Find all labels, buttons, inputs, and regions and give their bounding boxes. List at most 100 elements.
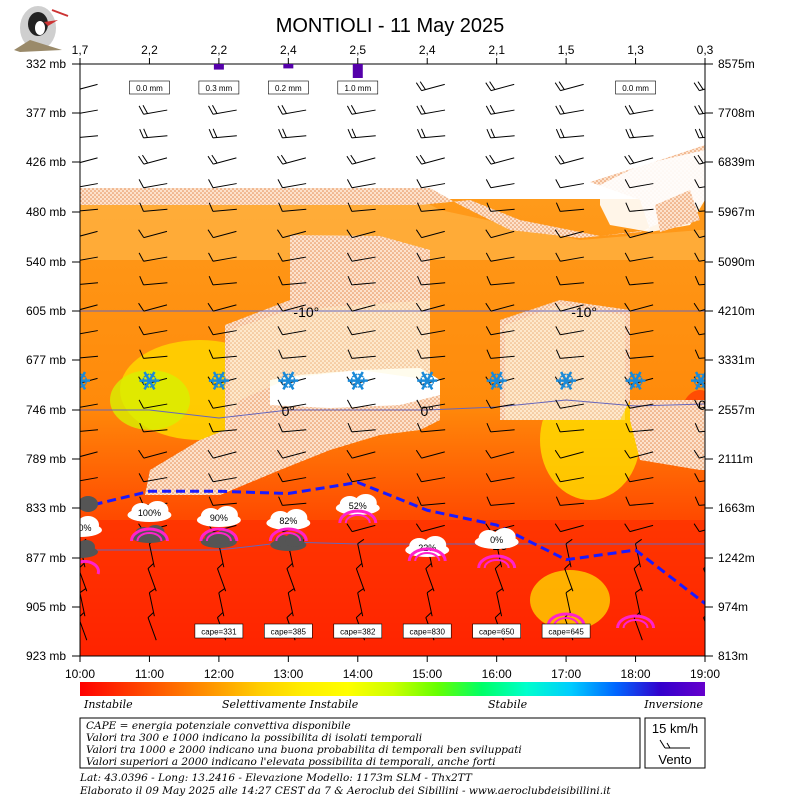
- wind-barb: [208, 422, 237, 433]
- wind-barb: [218, 587, 226, 617]
- time-tick-label: 14:00: [343, 667, 373, 681]
- snowflake-icon: [691, 371, 705, 390]
- wind-barb: [555, 496, 585, 506]
- cape-markers: cape=331 cape=385 cape=382 cape=830 cape=650…: [80, 509, 656, 639]
- wind-barb: [416, 252, 446, 262]
- rain-amount-label: 0.0 mm: [622, 84, 649, 93]
- pressure-tick-label: 923 mb: [26, 649, 66, 663]
- cloud-gap: [270, 368, 440, 408]
- cape-label-box: cape=645: [541, 623, 591, 639]
- pressure-tick-label: 833 mb: [26, 501, 66, 515]
- cape-notes: CAPE = energia potenziale convettiva dis…: [79, 717, 641, 769]
- top-value-label: 2,5: [349, 43, 366, 57]
- wind-barb: [277, 399, 307, 409]
- wind-barb: [554, 81, 584, 92]
- precipitation-markers: 0.0 mm 0.3 mm 0.2 mm 1.0 mm 0.0 mm: [129, 64, 656, 95]
- colorbar-label-instabile: Instabile: [83, 698, 133, 711]
- wind-barb: [138, 302, 168, 312]
- height-axis: 8575m 7708m 6839m 5967m 5090m 4210m 3331m 2557m…: [705, 57, 755, 663]
- wind-barb: [346, 449, 376, 459]
- wind-barb: [80, 403, 98, 409]
- wind-barb: [80, 355, 98, 359]
- time-tick-label: 11:00: [135, 667, 164, 681]
- pressure-tick-label: 426 mb: [26, 155, 66, 169]
- wind-barb: [415, 229, 445, 239]
- colorbar-gradient: [80, 682, 705, 696]
- cape-label-box: cape=650: [472, 623, 521, 639]
- rain-label-box: [268, 80, 309, 95]
- cape-value-label: cape=385: [271, 628, 307, 637]
- wind-barb: [346, 104, 376, 115]
- wind-barb: [278, 275, 307, 286]
- cape-arc: [80, 560, 100, 575]
- wind-barb: [139, 202, 168, 212]
- wind-barb: [80, 429, 98, 433]
- wind-barb: [693, 449, 705, 459]
- height-tick-label: 974m: [718, 600, 748, 614]
- wind-barb: [80, 256, 98, 262]
- wind-barb: [624, 179, 654, 189]
- wind-barb: [208, 128, 237, 139]
- wind-barb: [80, 183, 98, 189]
- cape-arc: [477, 554, 517, 569]
- boundary-layer-line: [80, 480, 705, 605]
- wind-barb: [694, 179, 705, 189]
- pressure-tick-label: 877 mb: [26, 551, 66, 565]
- note-line: CAPE = energia potenziale convettiva dis…: [86, 720, 351, 732]
- top-value-label: 2,4: [419, 43, 436, 57]
- wind-barb: [624, 399, 654, 409]
- time-tick-label: 19:00: [690, 667, 720, 681]
- wind-barb: [277, 326, 307, 336]
- cape-arc: [616, 614, 656, 629]
- wind-barb: [346, 473, 376, 483]
- wind-barb: [277, 473, 307, 483]
- wind-barb: [624, 104, 654, 115]
- wind-barb: [486, 422, 515, 433]
- wind-barb: [207, 302, 237, 312]
- snowflake-markers: [80, 371, 705, 390]
- cloud-stipple-mid: [145, 235, 440, 495]
- time-tick-label: 15:00: [412, 667, 442, 681]
- wind-barb: [485, 399, 515, 409]
- wind-barb: [486, 202, 515, 212]
- wind-barb: [80, 330, 98, 336]
- cloud-cover-label: 90%: [210, 513, 228, 523]
- wind-barb: [416, 179, 446, 189]
- wind-barb: [347, 275, 376, 286]
- wind-barb: [694, 252, 705, 262]
- wind-barb: [634, 587, 642, 617]
- wind-barb: [80, 563, 88, 592]
- wind-barb: [277, 252, 307, 262]
- cape-label-box: cape=830: [402, 623, 452, 639]
- rain-amount-label: 0.3 mm: [206, 84, 233, 93]
- wind-barb: [555, 349, 585, 359]
- cape-arc: [199, 527, 239, 542]
- wind-barb: [355, 563, 366, 592]
- wind-barb: [624, 473, 654, 483]
- rain-amount-label: 0.2 mm: [275, 84, 302, 93]
- time-tick-label: 16:00: [482, 667, 512, 681]
- wind-barb: [624, 252, 654, 262]
- wind-barb: [624, 523, 654, 533]
- wind-barb: [555, 473, 584, 483]
- wind-barb: [139, 128, 168, 139]
- wind-barb: [278, 496, 307, 506]
- wind-barb: [554, 523, 584, 533]
- cloud-icon: 100%: [127, 501, 172, 543]
- wind-barb: [565, 587, 573, 617]
- wind-barb: [347, 128, 376, 139]
- wind-barb: [80, 83, 98, 92]
- upper-white-band: [80, 64, 705, 199]
- wind-barb: [694, 473, 705, 483]
- height-tick-label: 5090m: [718, 255, 755, 269]
- cape-arc: [338, 509, 378, 524]
- wind-barb: [415, 81, 445, 92]
- cape-arc: [268, 527, 308, 542]
- height-tick-label: 2557m: [718, 403, 755, 417]
- wind-barb: [346, 252, 376, 262]
- cloud-cover-label: 0%: [490, 535, 503, 545]
- wind-barb: [624, 326, 654, 336]
- wind-barb: [555, 399, 584, 409]
- isotherm-label: 0°: [421, 403, 434, 419]
- chart-title: MONTIOLI - 11 May 2025: [276, 15, 505, 37]
